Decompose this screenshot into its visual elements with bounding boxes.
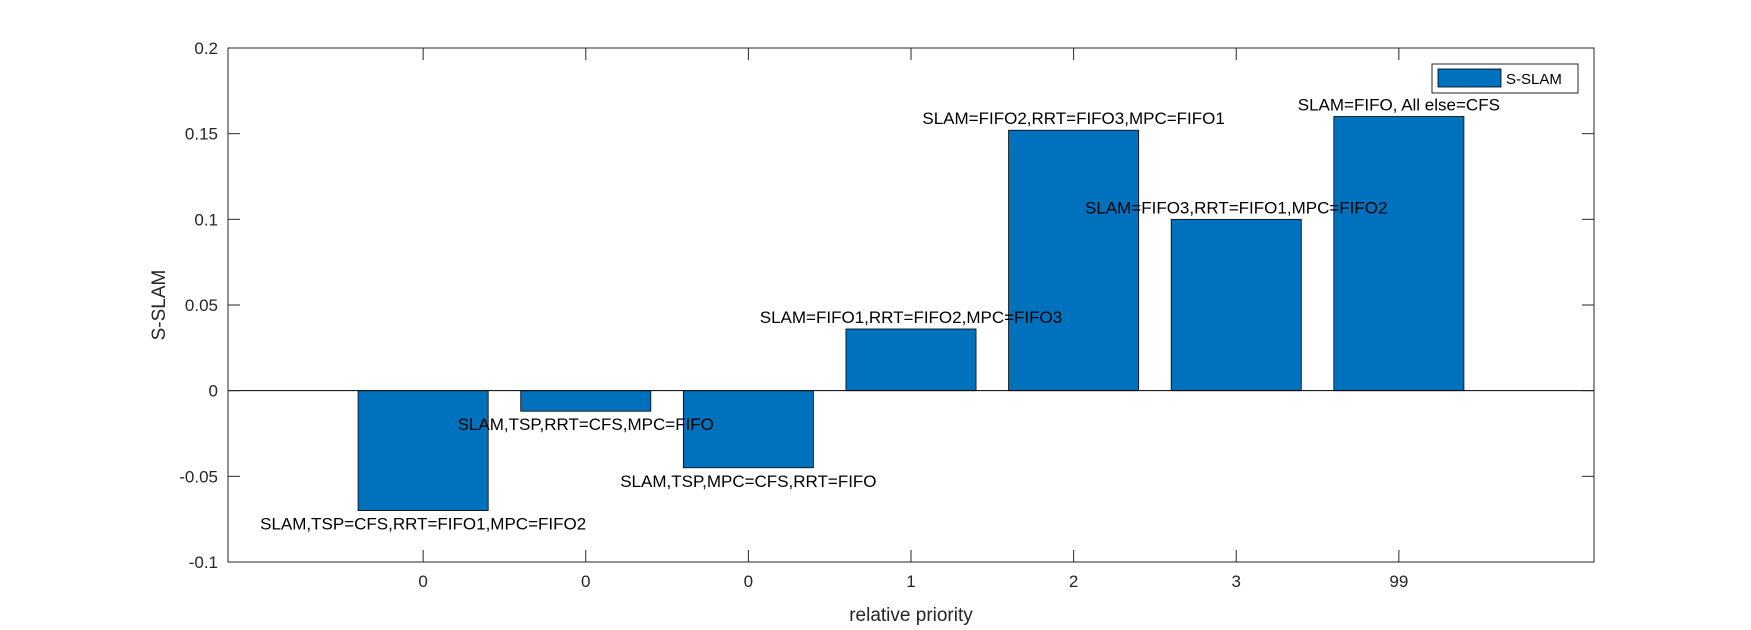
y-axis-label: S-SLAM	[149, 270, 170, 341]
bar	[682, 390, 814, 469]
x-tick-label: 0	[581, 572, 590, 591]
bar-data-label: SLAM=FIFO, All else=CFS	[1298, 96, 1500, 115]
y-tick-label: 0.05	[185, 296, 218, 315]
bar	[1170, 218, 1302, 392]
y-tick-label: -0.05	[179, 467, 218, 486]
x-tick-label: 0	[744, 572, 753, 591]
bar-data-label: SLAM,TSP=CFS,RRT=FIFO1,MPC=FIFO2	[260, 515, 586, 534]
legend-swatch	[1437, 68, 1502, 88]
bar-data-label: SLAM,TSP,MPC=CFS,RRT=FIFO	[620, 472, 876, 491]
x-axis-label: relative priority	[849, 605, 973, 626]
bar-data-label: SLAM,TSP,RRT=CFS,MPC=FIFO	[458, 415, 714, 434]
bar-data-label: SLAM=FIFO3,RRT=FIFO1,MPC=FIFO2	[1085, 198, 1387, 217]
y-tick-label: 0.1	[194, 210, 218, 229]
y-tick-label: 0	[209, 382, 218, 401]
bar	[1333, 116, 1465, 392]
bar-labels-layer: SLAM,TSP=CFS,RRT=FIFO1,MPC=FIFO2 SLAM,TSP…	[260, 96, 1500, 534]
x-tick-label: 1	[906, 572, 915, 591]
x-tick-label: 3	[1232, 572, 1241, 591]
bar	[1008, 129, 1140, 392]
plot-frame	[227, 47, 1595, 563]
x-tick-label: 0	[418, 572, 427, 591]
bar	[357, 390, 489, 511]
bar-data-label: SLAM=FIFO1,RRT=FIFO2,MPC=FIFO3	[760, 308, 1062, 327]
x-tick-label: 99	[1389, 572, 1408, 591]
y-tick-label: 0.2	[194, 39, 218, 58]
bar	[520, 390, 652, 412]
y-tick-label: 0.15	[185, 125, 218, 144]
y-tick-label: -0.1	[189, 553, 218, 572]
x-tick-label: 2	[1069, 572, 1078, 591]
bar	[845, 328, 977, 392]
legend: S-SLAM	[1431, 63, 1579, 94]
legend-series-name: S-SLAM	[1506, 71, 1562, 88]
bars-layer	[357, 116, 1465, 511]
bar-data-label: SLAM=FIFO2,RRT=FIFO3,MPC=FIFO1	[922, 109, 1224, 128]
ticks-layer: -0.1 -0.05 0 0.05 0.1 0.15 0.2 0 0 0 1 2 3 99	[179, 39, 1594, 591]
